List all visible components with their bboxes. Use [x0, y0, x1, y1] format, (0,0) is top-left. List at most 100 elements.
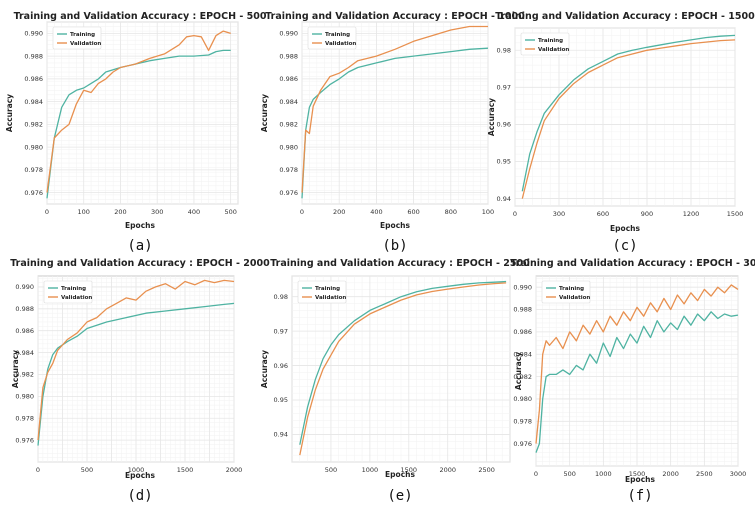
series-line-validation — [37, 279, 235, 441]
x-tick-label: 1000 — [128, 466, 145, 474]
x-tick-label: 1500 — [727, 210, 744, 218]
x-tick-label: 300 — [553, 210, 565, 218]
y-tick-label: 0.976 — [15, 436, 34, 444]
x-tick-label: 900 — [641, 210, 653, 218]
x-axis-label: Epochs — [385, 470, 415, 479]
x-tick-label: 0 — [534, 470, 538, 478]
x-tick-label: 1200 — [683, 210, 700, 218]
panel-label: (c) — [612, 238, 637, 254]
legend-label: Validation — [538, 47, 569, 53]
chart-title: Training and Validation Accuracy : EPOCH… — [270, 258, 530, 269]
x-tick-label: 400 — [188, 208, 200, 216]
x-tick-label: 1500 — [629, 470, 646, 478]
legend: Training Validation — [520, 32, 569, 56]
chart-panel-b: 0 200 400 600 800 1000.9760.9780.9800.9820.98… — [260, 11, 525, 254]
y-tick-label: 0.986 — [279, 75, 298, 83]
series-line-training — [46, 49, 231, 199]
panel-label: (b) — [382, 238, 407, 254]
chart-panel-e: 500 1000 1500 2000 2500 0.94 0.95 0.96 0.97 0.98 T… — [260, 258, 530, 504]
legend-label: Training — [70, 32, 95, 38]
chart-title: Training and Validation Accuracy : EPOCH… — [495, 11, 755, 22]
y-axis-label: Accuracy — [5, 94, 14, 132]
y-tick-label: 0.976 — [513, 440, 532, 448]
series-line-training — [301, 47, 489, 199]
y-tick-label: 0.98 — [497, 46, 511, 54]
chart-panel-f: 0 500 1000 1500 2000 2500 3000 0.976 0.978 0.980 0… — [510, 258, 755, 504]
x-axis-label: Epochs — [610, 224, 640, 233]
panel-label: (a) — [127, 238, 152, 254]
y-tick-label: 0.990 — [15, 283, 34, 291]
y-tick-label: 0.982 — [279, 121, 298, 129]
x-tick-label: 1000 — [362, 466, 379, 474]
y-tick-label: 0.980 — [279, 143, 298, 151]
legend-label: Validation — [61, 295, 92, 301]
x-tick-label: 500 — [81, 466, 93, 474]
y-tick-label: 0.984 — [24, 98, 43, 106]
panel-label: (f) — [627, 488, 652, 504]
x-tick-label: 1000 — [595, 470, 612, 478]
series-line-validation — [299, 282, 507, 456]
x-tick-label: 400 — [370, 208, 382, 216]
y-tick-label: 0.98 — [274, 293, 288, 301]
x-tick-label: 0 — [300, 208, 304, 216]
y-tick-label: 0.97 — [274, 327, 288, 335]
legend: Training Validation — [541, 280, 590, 304]
x-tick-label: 1500 — [177, 466, 194, 474]
x-tick-label: 500 — [224, 208, 236, 216]
y-tick-label: 0.96 — [274, 362, 288, 370]
legend-label: Training — [538, 38, 563, 44]
legend-label: Training — [315, 286, 340, 292]
y-tick-label: 0.984 — [279, 98, 298, 106]
x-tick-label: 600 — [597, 210, 609, 218]
y-tick-label: 0.986 — [24, 75, 43, 83]
y-tick-label: 0.984 — [15, 349, 34, 357]
legend-label: Validation — [559, 295, 590, 301]
series-line-training — [299, 280, 507, 445]
y-tick-label: 0.988 — [24, 52, 43, 60]
chart-title: Training and Validation Accuracy : EPOCH… — [14, 11, 267, 22]
x-tick-label: 300 — [151, 208, 163, 216]
x-tick-label: 2000 — [439, 466, 456, 474]
series-line-validation — [521, 39, 736, 199]
legend-label: Validation — [315, 295, 346, 301]
chart-title: Training and Validation Accuracy : EPOCH… — [10, 258, 270, 269]
y-tick-label: 0.982 — [15, 371, 34, 379]
y-tick-label: 0.976 — [24, 189, 43, 197]
y-axis-label: Accuracy — [260, 94, 269, 132]
y-tick-label: 0.97 — [497, 84, 511, 92]
series-line-training — [521, 34, 736, 192]
y-tick-label: 0.94 — [274, 431, 288, 439]
y-tick-label: 0.980 — [24, 143, 43, 151]
y-tick-label: 0.96 — [497, 121, 511, 129]
y-tick-label: 0.978 — [24, 166, 43, 174]
x-tick-label: 200 — [333, 208, 345, 216]
legend-label: Training — [325, 32, 350, 38]
x-tick-label: 2500 — [696, 470, 713, 478]
y-tick-label: 0.980 — [15, 393, 34, 401]
chart-title: Training and Validation Accuracy : EPOCH… — [510, 258, 755, 269]
x-tick-label: 600 — [407, 208, 419, 216]
x-tick-label: 100 — [78, 208, 90, 216]
y-tick-label: 0.982 — [513, 373, 532, 381]
legend: Training Validation — [297, 280, 346, 304]
y-tick-label: 0.978 — [15, 414, 34, 422]
x-tick-label: 3000 — [730, 470, 747, 478]
chart-title: Training and Validation Accuracy : EPOCH… — [265, 11, 525, 22]
y-tick-label: 0.978 — [513, 417, 532, 425]
x-tick-label: 500 — [563, 470, 575, 478]
y-tick-label: 0.976 — [279, 189, 298, 197]
y-tick-label: 0.990 — [24, 30, 43, 38]
series-line-training — [535, 311, 739, 453]
x-tick-label: 0 — [36, 466, 40, 474]
y-tick-label: 0.94 — [497, 195, 511, 203]
x-tick-label: 500 — [325, 466, 337, 474]
x-axis-label: Epochs — [125, 471, 155, 480]
y-tick-label: 0.990 — [279, 30, 298, 38]
series-line-validation — [535, 284, 739, 444]
y-tick-label: 0.982 — [24, 121, 43, 129]
legend-label: Validation — [70, 41, 101, 47]
x-tick-label: 1500 — [401, 466, 418, 474]
x-tick-label: 800 — [445, 208, 457, 216]
x-axis-label: Epochs — [625, 475, 655, 484]
